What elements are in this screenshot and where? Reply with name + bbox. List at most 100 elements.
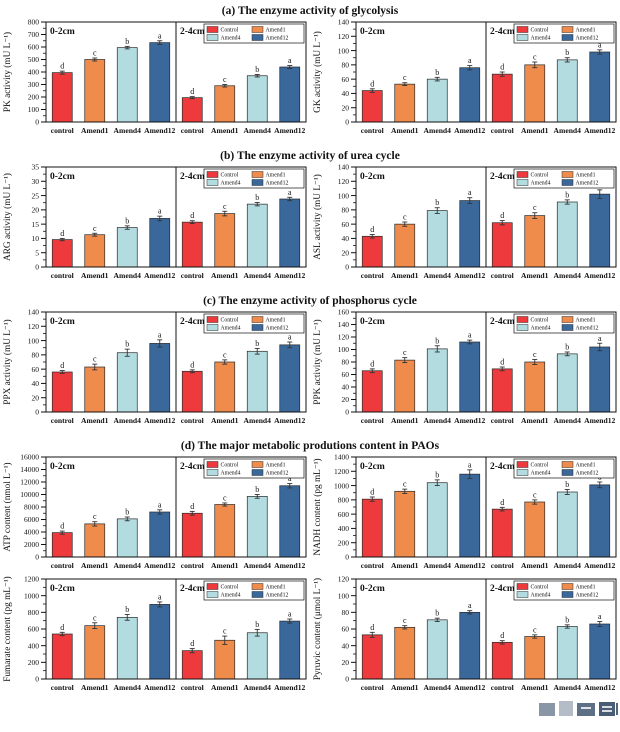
y-tick-label: 80: [342, 358, 350, 367]
y-tick-label: 800: [28, 19, 40, 27]
plot-frame: [45, 311, 307, 413]
bar: [589, 484, 611, 558]
x-category-label: Amend12: [454, 683, 485, 692]
y-tick-label: 120: [28, 322, 40, 331]
x-category-label: Amend12: [584, 683, 615, 692]
bar: [181, 650, 203, 680]
x-category-label: Amend1: [81, 126, 109, 135]
legend-swatch: [516, 34, 529, 41]
x-category-label: Amend1: [211, 561, 239, 570]
legend-swatch: [251, 583, 264, 590]
plot-frame: [45, 456, 307, 558]
legend-label: Amend12: [576, 593, 599, 599]
y-tick-label: 10: [32, 234, 40, 243]
legend: Control Amend1 Amend4 Amend12: [513, 23, 615, 44]
y-axis-label: NADH content (pg mL⁻¹): [312, 458, 323, 555]
legend-label: Amend12: [266, 36, 289, 42]
y-tick-label: 15: [32, 220, 40, 229]
panel-label: 0-2cm: [50, 172, 75, 182]
x-category-label: Amend1: [81, 416, 109, 425]
bar: [84, 234, 106, 268]
legend-label: Amend12: [266, 326, 289, 332]
sig-letter: d: [190, 502, 194, 511]
y-tick-label: 120: [338, 576, 350, 584]
x-category-label: Amend12: [274, 416, 305, 425]
y-tick-label: 35: [32, 164, 40, 172]
chart-svg: Pyruvic content (μmol L⁻¹) 0 20 40 60 80 100 12…: [312, 576, 617, 692]
x-category-label: Amend12: [274, 561, 305, 570]
chart-asl-activity: ASL activity (mU L⁻¹) 0 20 40 60 80 100 120 140 0…: [310, 164, 620, 286]
sig-letter: a: [288, 474, 292, 483]
chart-gk-activity: GK activity (mU L⁻¹) 0 20 40 60 80 100 120 140 0-…: [310, 19, 620, 141]
x-category-label: control: [181, 126, 204, 135]
sig-letter: d: [370, 225, 374, 234]
legend-label: Amend4: [221, 181, 241, 187]
legend-label: Amend1: [576, 318, 596, 324]
bar: [394, 359, 416, 413]
x-category-label: Amend4: [424, 683, 452, 692]
y-tick-label: 200: [338, 538, 350, 547]
bar: [524, 215, 546, 268]
y-axis-label: ARG activity (mU L⁻¹): [2, 173, 13, 261]
panel-label: 2-4cm: [180, 172, 205, 182]
x-category-label: Amend4: [554, 126, 582, 135]
x-category-label: Amend4: [554, 683, 582, 692]
legend-label: Amend12: [576, 181, 599, 187]
y-tick-label: 5: [35, 248, 39, 257]
legend-swatch: [206, 591, 219, 598]
bar: [51, 72, 73, 123]
sig-letter: c: [403, 73, 407, 82]
y-tick-label: 600: [338, 510, 350, 519]
y-tick-label: 20: [32, 206, 40, 215]
y-tick-label: 60: [342, 625, 350, 634]
y-axis-label: GK activity (mU L⁻¹): [312, 31, 323, 113]
legend-label: Control: [221, 585, 239, 591]
y-tick-label: 40: [342, 383, 350, 392]
x-category-label: control: [51, 271, 74, 280]
panel-label: 0-2cm: [360, 317, 385, 327]
sig-letter: a: [158, 207, 162, 216]
legend-label: Amend4: [531, 593, 551, 599]
bar: [556, 353, 578, 413]
y-tick-label: 14000: [20, 465, 39, 474]
bar: [491, 368, 513, 413]
legend-swatch: [251, 324, 264, 331]
bar: [361, 370, 383, 413]
sig-letter: d: [370, 488, 374, 497]
bar: [246, 203, 268, 268]
x-category-label: Amend1: [391, 126, 419, 135]
legend-swatch: [251, 469, 264, 476]
y-tick-label: 40: [32, 379, 40, 388]
sig-letter: d: [190, 639, 194, 648]
legend-label: Amend4: [221, 593, 241, 599]
bar: [149, 218, 171, 268]
bar: [394, 83, 416, 123]
bar: [116, 352, 138, 413]
bar: [589, 623, 611, 680]
bar: [181, 97, 203, 123]
y-tick-label: 0: [35, 675, 39, 684]
legend: Control Amend1 Amend4 Amend12: [513, 168, 615, 189]
sig-letter: c: [93, 224, 97, 233]
sig-letter: d: [60, 361, 64, 370]
chart-svg: PPX activity (mU L⁻¹) 0 20 40 60 80 100 120 140 0…: [2, 309, 307, 425]
y-tick-label: 100: [338, 191, 350, 200]
sig-letter: b: [435, 336, 439, 345]
x-category-label: Amend4: [114, 416, 142, 425]
legend-label: Amend4: [221, 326, 241, 332]
bar: [246, 496, 268, 558]
x-category-label: Amend4: [424, 416, 452, 425]
y-tick-label: 100: [338, 591, 350, 600]
x-category-label: Amend4: [424, 561, 452, 570]
panel-label: 0-2cm: [50, 462, 75, 472]
legend-label: Amend1: [576, 28, 596, 34]
sig-letter: a: [288, 610, 292, 619]
y-tick-label: 0: [345, 675, 349, 684]
bar: [51, 633, 73, 680]
x-category-label: Amend1: [81, 683, 109, 692]
sig-letter: b: [565, 615, 569, 624]
bar: [116, 227, 138, 268]
x-category-label: control: [361, 561, 384, 570]
y-tick-label: 1200: [24, 576, 39, 584]
sig-letter: b: [565, 343, 569, 352]
